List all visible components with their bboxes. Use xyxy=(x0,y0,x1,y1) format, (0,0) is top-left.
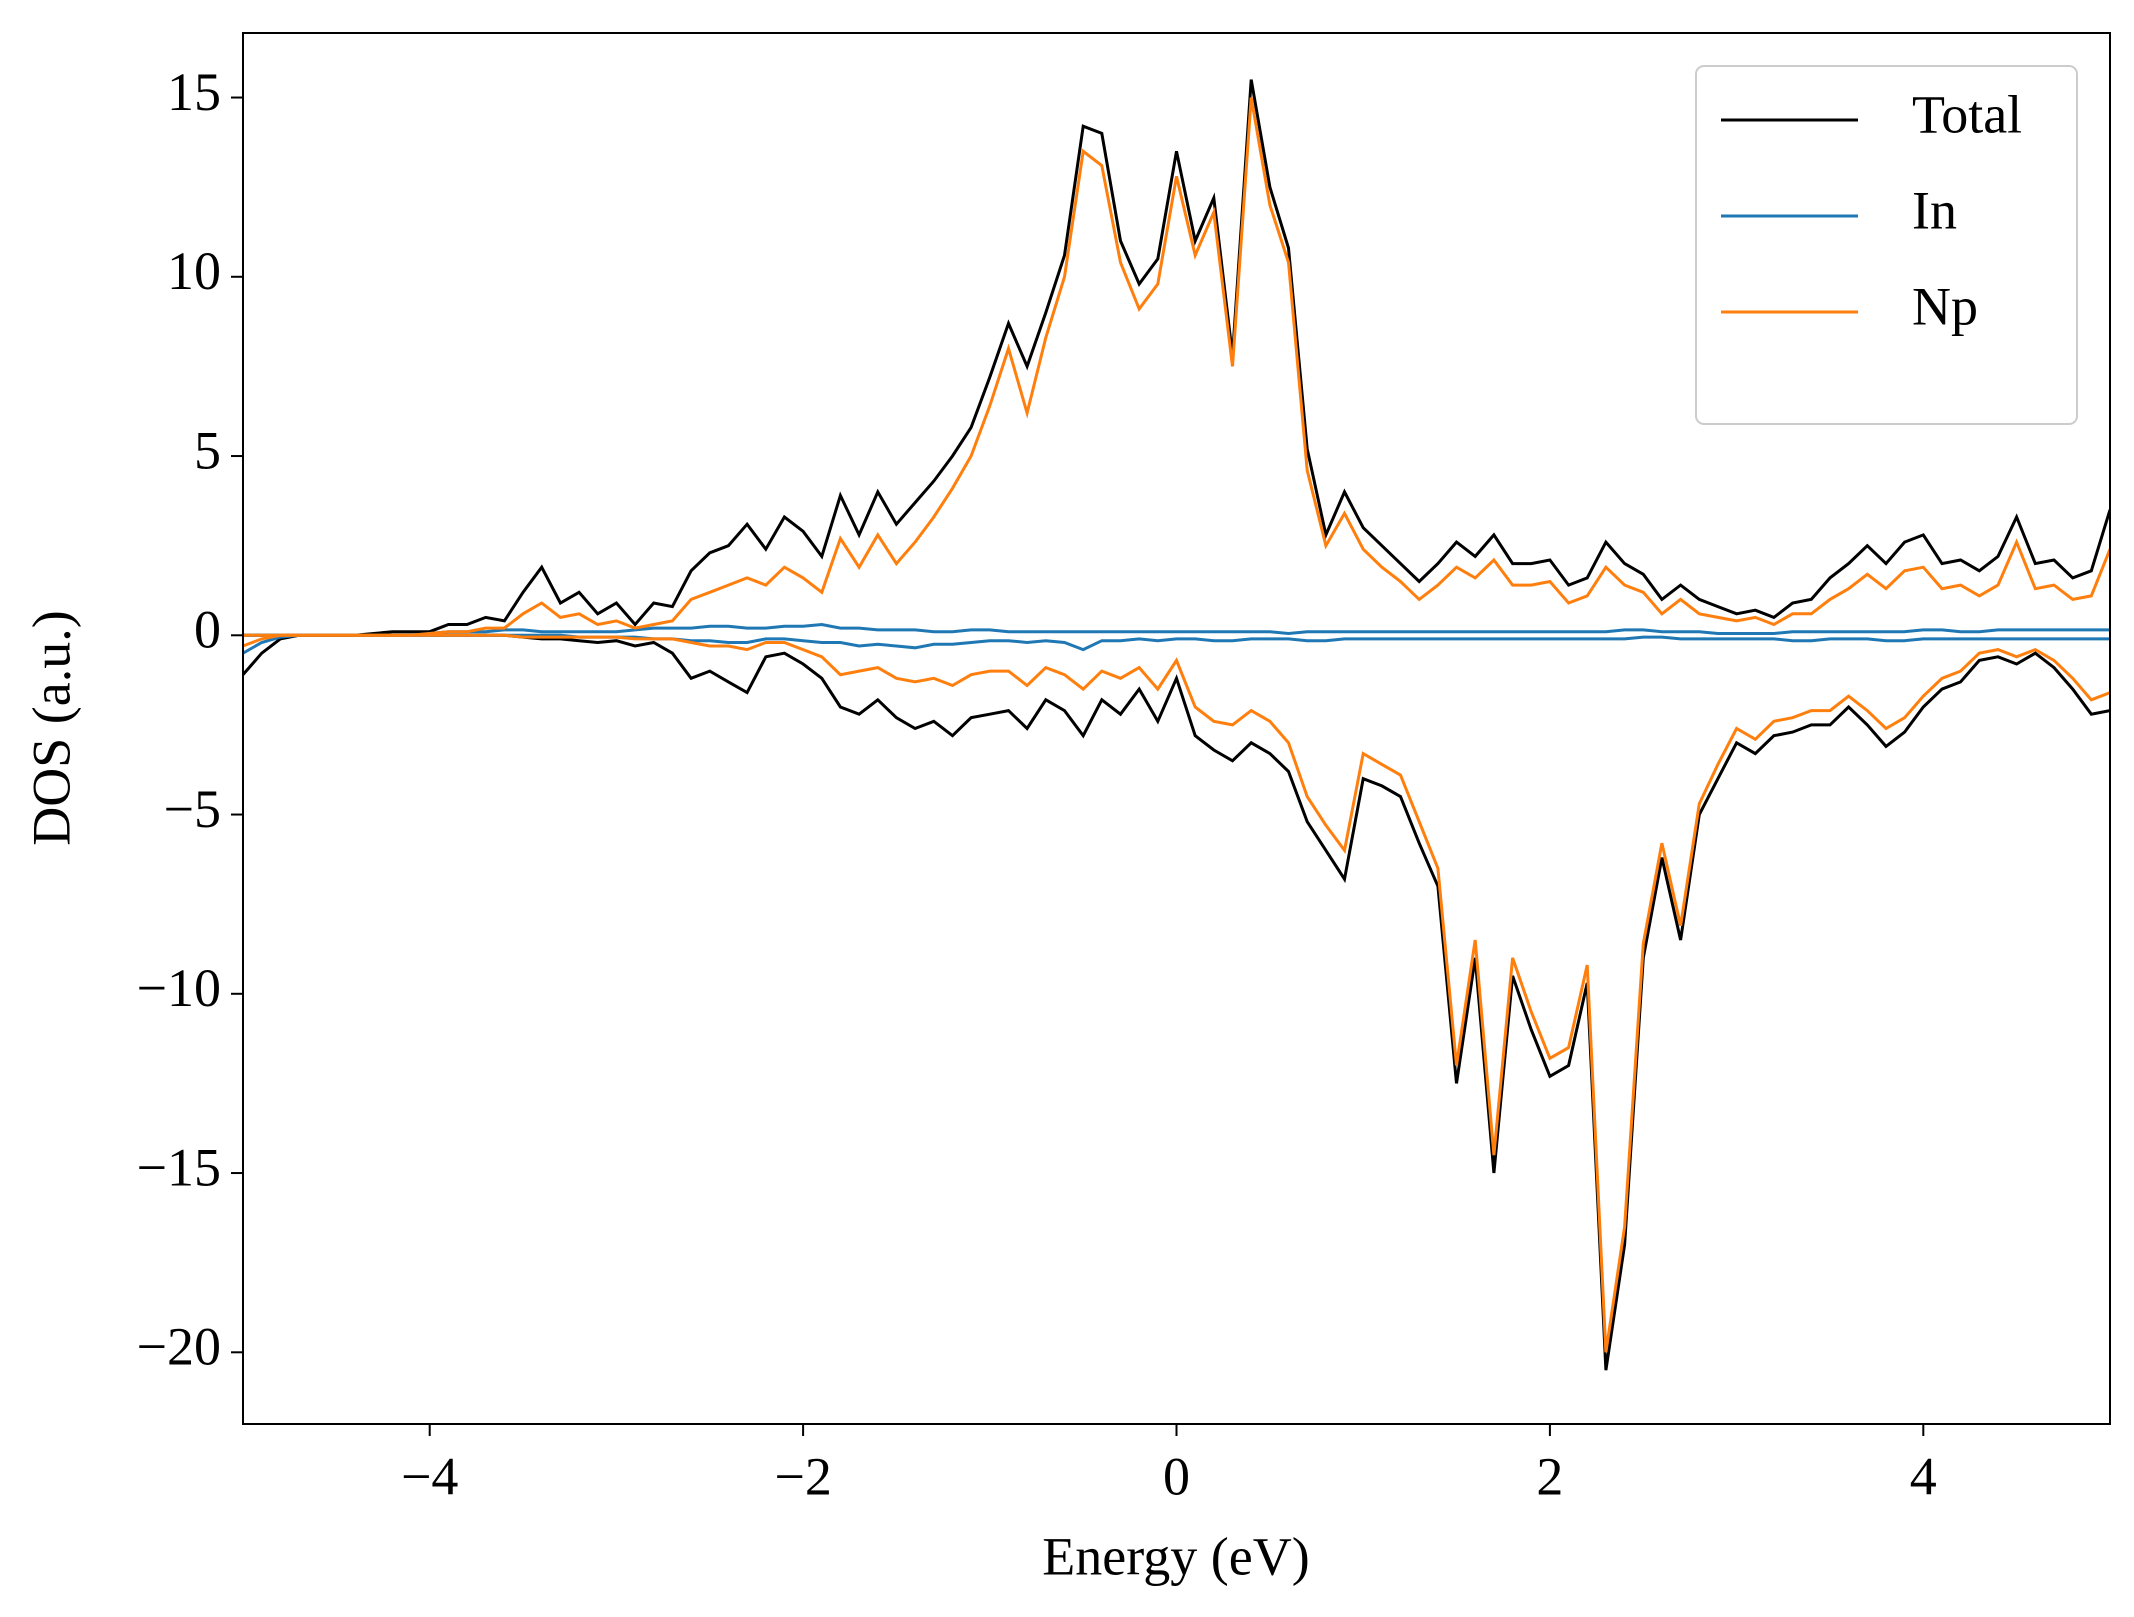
x-tick-label: 4 xyxy=(1910,1446,1937,1506)
y-tick-label: 15 xyxy=(167,62,221,122)
x-tick-label: −4 xyxy=(401,1446,458,1506)
x-tick-label: 2 xyxy=(1536,1446,1563,1506)
dos-line xyxy=(243,633,2110,655)
y-tick-label: 10 xyxy=(167,241,221,301)
legend-label: In xyxy=(1912,180,1957,240)
dos-line xyxy=(243,622,2110,637)
plot-frame xyxy=(242,32,2111,1425)
y-axis-label: DOS (a.u.) xyxy=(21,610,81,845)
legend-label: Np xyxy=(1912,276,1978,336)
dos-line xyxy=(243,79,2110,637)
x-tick-label: 0 xyxy=(1163,1446,1190,1506)
y-tick-label: 5 xyxy=(194,420,221,480)
y-tick-label: −15 xyxy=(137,1137,221,1197)
dos-line xyxy=(243,97,2110,637)
x-tick-label: −2 xyxy=(774,1446,831,1506)
y-tick-label: −5 xyxy=(164,779,221,839)
plot-lines xyxy=(243,79,2110,1371)
y-tick-label: 0 xyxy=(194,600,221,660)
dos-line xyxy=(243,633,2110,1353)
x-axis-label: Energy (eV) xyxy=(1042,1526,1309,1586)
y-tick-label: −10 xyxy=(137,958,221,1018)
legend-box xyxy=(1695,65,2078,425)
y-tick-label: −20 xyxy=(137,1317,221,1377)
dos-line xyxy=(243,633,2110,1371)
legend-label: Total xyxy=(1912,84,2022,144)
